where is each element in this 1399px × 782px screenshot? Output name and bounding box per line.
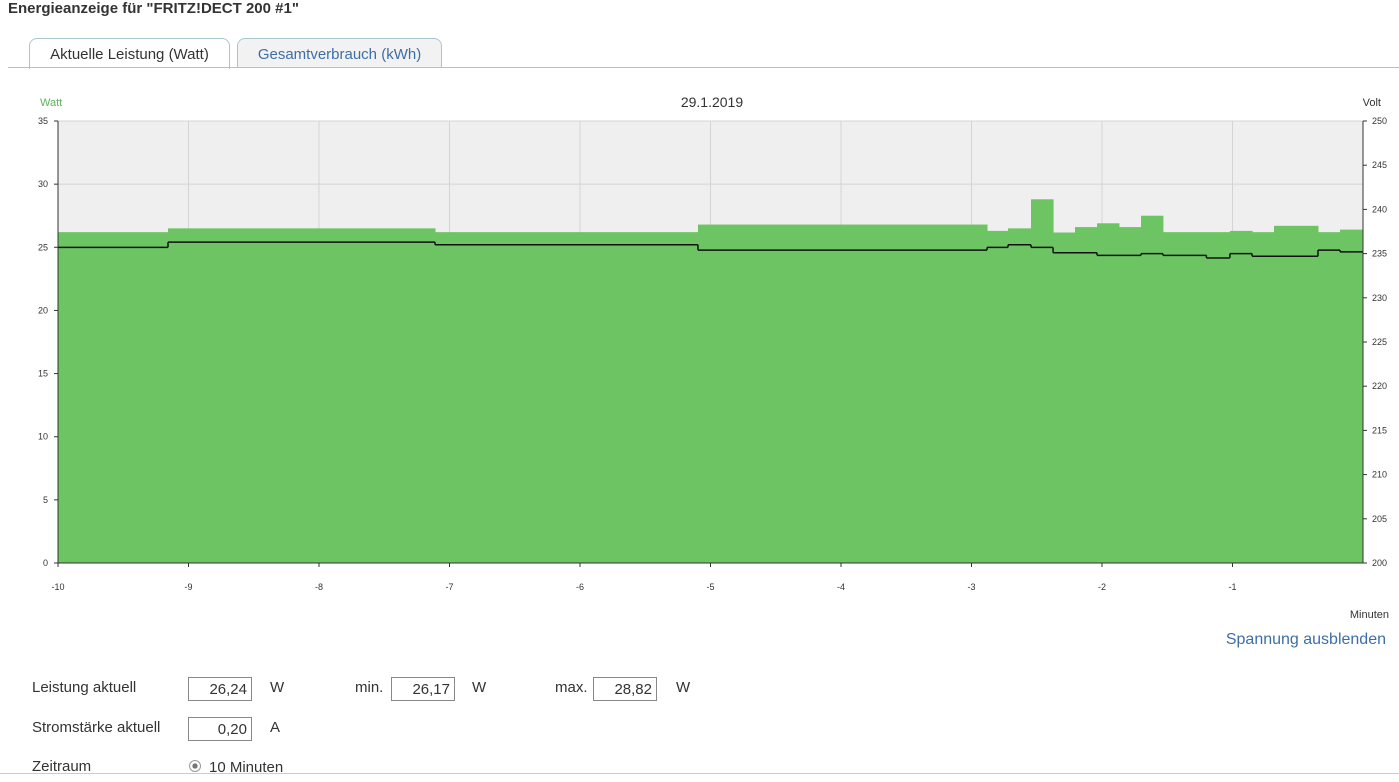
radio-label: 10 Minuten [209, 759, 284, 776]
power-bar [168, 228, 436, 564]
power-bar [1229, 230, 1253, 563]
y2-tick-label: 250 [1372, 116, 1387, 126]
value-box: 0,20 [188, 717, 252, 741]
y-axis-label: Watt [40, 97, 62, 109]
x-tick-label: -10 [51, 582, 64, 592]
field-label: Leistung aktuell [32, 679, 137, 696]
radio[interactable] [189, 760, 201, 772]
y2-tick-label: 235 [1372, 249, 1387, 259]
x-tick-label: -6 [576, 582, 584, 592]
field-prefix: max. [555, 679, 588, 696]
y-tick-label: 0 [43, 558, 48, 568]
x-tick-label: -5 [706, 582, 714, 592]
field-label: Zeitraum [32, 758, 92, 775]
y2-tick-label: 245 [1372, 160, 1387, 170]
y2-tick-label: 240 [1372, 204, 1387, 214]
y-tick-label: 10 [38, 432, 48, 442]
y-tick-label: 30 [38, 179, 48, 189]
x-tick-label: -1 [1228, 582, 1236, 592]
power-bar [1252, 232, 1275, 564]
y2-tick-label: 220 [1372, 381, 1387, 391]
power-bar [1162, 232, 1231, 564]
power-bar [58, 232, 169, 564]
x-tick-label: -2 [1098, 582, 1106, 592]
y-tick-label: 25 [38, 242, 48, 252]
unit: W [270, 679, 285, 696]
unit: W [472, 679, 487, 696]
power-bar [1097, 223, 1120, 563]
y-tick-label: 5 [43, 495, 48, 505]
y-tick-label: 35 [38, 116, 48, 126]
power-bar [1053, 232, 1076, 563]
power-bar [1273, 225, 1319, 563]
tab-border [8, 67, 1399, 68]
value-box: 26,17 [391, 677, 455, 701]
power-bar [1008, 228, 1032, 564]
x-tick-label: -7 [445, 582, 453, 592]
power-bar [1031, 199, 1054, 563]
value-box: 28,82 [593, 677, 657, 701]
field-label: Stromstärke aktuell [32, 719, 161, 736]
y-tick-label: 20 [38, 305, 48, 315]
y2-tick-label: 225 [1372, 337, 1387, 347]
power-bar [435, 232, 699, 564]
power-bar [697, 224, 988, 563]
power-bar [987, 230, 1009, 563]
toggle-link[interactable]: Spannung ausblenden [1225, 631, 1386, 648]
tab[interactable]: Aktuelle Leistung (Watt) [29, 38, 230, 69]
unit: A [270, 719, 281, 736]
y2-axis-label: Volt [1363, 97, 1381, 109]
field-prefix: min. [355, 679, 384, 696]
divider [0, 773, 1399, 774]
y2-tick-label: 200 [1372, 558, 1387, 568]
x-tick-label: -3 [967, 582, 975, 592]
power-bar [1074, 227, 1098, 563]
power-bar [1317, 232, 1341, 564]
y2-tick-label: 215 [1372, 425, 1387, 435]
tab[interactable]: Gesamtverbrauch (kWh) [237, 38, 442, 68]
chart-title: 29.1.2019 [681, 94, 743, 110]
chart: 0 5 10 15 20 25 30 35 200 205 210 215 220 225 230 235 24… [38, 94, 1389, 621]
power-bar [1340, 229, 1364, 563]
x-tick-label: -8 [315, 582, 323, 592]
unit: W [676, 679, 691, 696]
y2-tick-label: 230 [1372, 293, 1387, 303]
y2-tick-label: 205 [1372, 514, 1387, 524]
x-tick-label: -9 [184, 582, 192, 592]
power-bar [1118, 227, 1142, 563]
x-axis-label: Minuten [1350, 609, 1389, 621]
y2-tick-label: 210 [1372, 470, 1387, 480]
page-title: Energieanzeige für "FRITZ!DECT 200 #1" [8, 0, 299, 17]
x-tick-label: -4 [837, 582, 845, 592]
y-tick-label: 15 [38, 369, 48, 379]
value-box: 26,24 [188, 677, 252, 701]
power-bar [1141, 215, 1164, 563]
